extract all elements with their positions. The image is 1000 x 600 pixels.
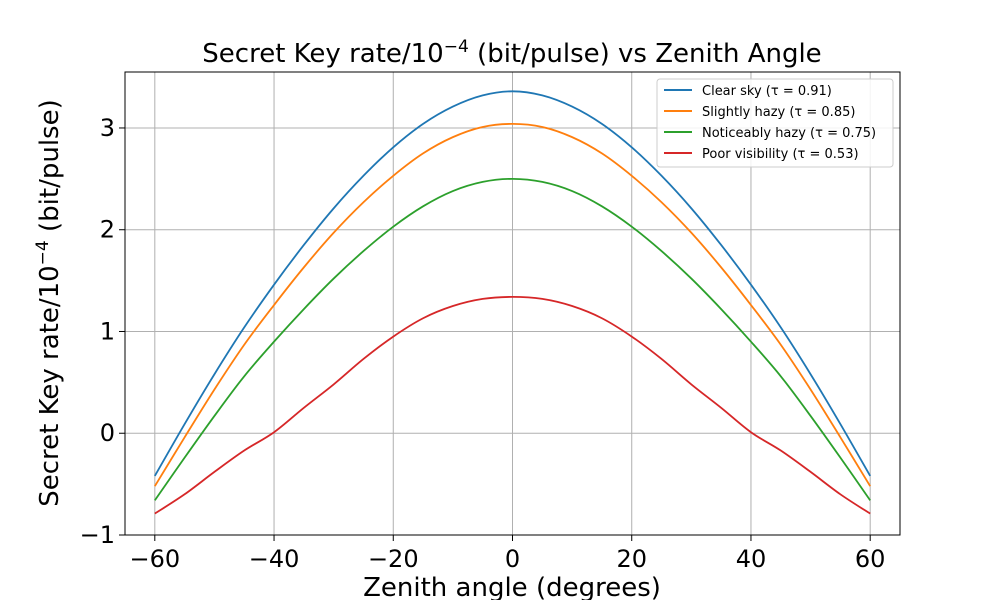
chart-title: Secret Key rate/10−4 (bit/pulse) vs Zeni… [202, 37, 821, 69]
x-tick-label: −20 [368, 545, 419, 573]
y-tick-label: 1 [100, 317, 115, 345]
legend-label: Clear sky (τ = 0.91) [702, 84, 832, 99]
series-line-3 [154, 177, 871, 501]
y-tick-label: 0 [100, 419, 115, 447]
y-axis-title: Secret Key rate/10−4 (bit/pulse) [33, 99, 65, 506]
x-axis-title: Zenith angle (degrees) [363, 573, 661, 600]
y-tick-label: 3 [100, 114, 115, 142]
x-tick-label: 20 [616, 545, 647, 573]
series-lines [154, 90, 871, 515]
x-tick-label: 40 [736, 545, 767, 573]
legend-label: Poor visibility (τ = 0.53) [702, 147, 859, 162]
legend: Clear sky (τ = 0.91) Slightly hazy (τ = 0… [656, 78, 894, 168]
axis-ticks: −60 −40 −20 0 20 40 60 −1 0 1 2 3 [80, 114, 886, 573]
x-tick-label: −40 [249, 545, 300, 573]
series-line-4 [154, 295, 871, 515]
x-tick-label: −60 [129, 545, 180, 573]
x-tick-label: 0 [505, 545, 520, 573]
y-tick-label: 2 [100, 216, 115, 244]
series-line-2 [154, 122, 871, 487]
x-tick-label: 60 [855, 545, 886, 573]
legend-box [656, 78, 894, 168]
y-tick-label: −1 [80, 521, 115, 549]
legend-label: Noticeably hazy (τ = 0.75) [702, 126, 876, 141]
series-line-1 [154, 90, 871, 477]
legend-label: Slightly hazy (τ = 0.85) [702, 105, 855, 120]
